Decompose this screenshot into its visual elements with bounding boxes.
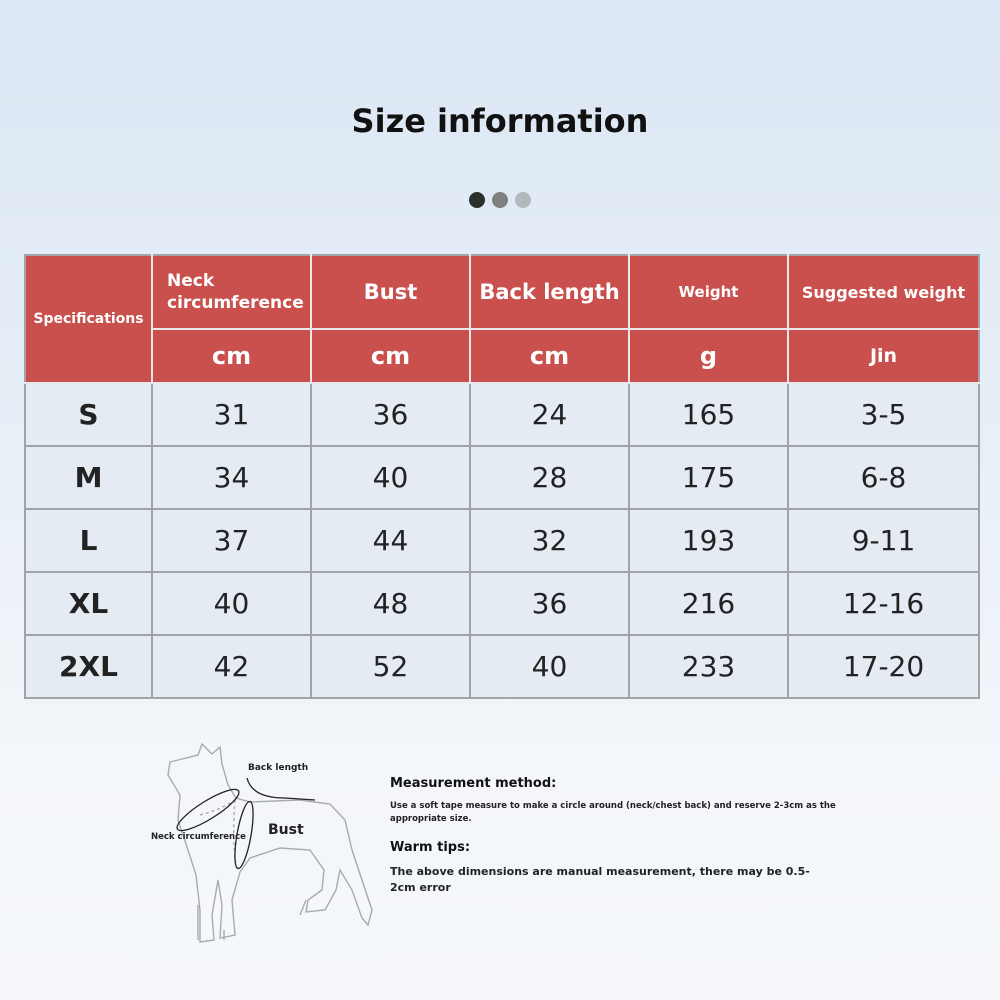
color-dot-3: [515, 192, 531, 208]
value-cell: 34: [151, 445, 312, 510]
warm-tips-heading: Warm tips:: [390, 840, 471, 855]
measurement-method-heading: Measurement method:: [390, 776, 557, 791]
value-cell: 216: [628, 571, 789, 636]
size-cell: L: [24, 508, 153, 573]
value-cell: 31: [151, 382, 312, 447]
size-cell: M: [24, 445, 153, 510]
bust-measure-ring: [234, 800, 254, 870]
label-neck-circumference: Neck circumference: [151, 832, 246, 842]
value-cell: 17-20: [787, 634, 980, 699]
table-row: XL 40 48 36 216 12-16: [24, 571, 980, 636]
value-cell: 32: [469, 508, 630, 573]
color-dot-1: [469, 192, 485, 208]
header-back-length: Back length: [469, 254, 630, 330]
header-suggested-weight: Suggested weight: [787, 254, 980, 330]
value-cell: 3-5: [787, 382, 980, 447]
value-cell: 193: [628, 508, 789, 573]
value-cell: 28: [469, 445, 630, 510]
table-row: L 37 44 32 193 9-11: [24, 508, 980, 573]
header-neck: Neck circumference: [151, 254, 312, 330]
unit-bust: cm: [310, 328, 471, 384]
value-cell: 12-16: [787, 571, 980, 636]
value-cell: 36: [310, 382, 471, 447]
unit-back-length: cm: [469, 328, 630, 384]
value-cell: 52: [310, 634, 471, 699]
value-cell: 40: [151, 571, 312, 636]
header-weight: Weight: [628, 254, 789, 330]
label-back-length: Back length: [248, 763, 309, 773]
header-specifications: Specifications: [24, 254, 153, 384]
value-cell: 44: [310, 508, 471, 573]
value-cell: 233: [628, 634, 789, 699]
value-cell: 36: [469, 571, 630, 636]
table-row: 2XL 42 52 40 233 17-20: [24, 634, 980, 699]
page-title: Size information: [351, 102, 649, 140]
value-cell: 48: [310, 571, 471, 636]
neck-measure-ring: [176, 788, 240, 832]
dog-outline-icon: [167, 742, 373, 943]
color-dot-2: [492, 192, 508, 208]
warm-tips-text: The above dimensions are manual measurem…: [390, 865, 810, 894]
value-cell: 175: [628, 445, 789, 510]
unit-neck: cm: [151, 328, 312, 384]
header-bust: Bust: [310, 254, 471, 330]
value-cell: 24: [469, 382, 630, 447]
size-cell: S: [24, 382, 153, 447]
value-cell: 37: [151, 508, 312, 573]
value-cell: 40: [310, 445, 471, 510]
table-row: M 34 40 28 175 6-8: [24, 445, 980, 510]
unit-suggested-weight: Jin: [787, 328, 980, 384]
size-cell: 2XL: [24, 634, 153, 699]
dog-measurement-diagram: [167, 742, 373, 943]
value-cell: 40: [469, 634, 630, 699]
back-length-line: [246, 777, 316, 801]
size-table: Specifications Neck circumference Bust B…: [24, 254, 980, 699]
measurement-method-text: Use a soft tape measure to make a circle…: [390, 801, 836, 824]
label-bust: Bust: [268, 822, 304, 838]
value-cell: 165: [628, 382, 789, 447]
unit-weight: g: [628, 328, 789, 384]
value-cell: 6-8: [787, 445, 980, 510]
table-row: S 31 36 24 165 3-5: [24, 382, 980, 447]
value-cell: 9-11: [787, 508, 980, 573]
value-cell: 42: [151, 634, 312, 699]
size-cell: XL: [24, 571, 153, 636]
